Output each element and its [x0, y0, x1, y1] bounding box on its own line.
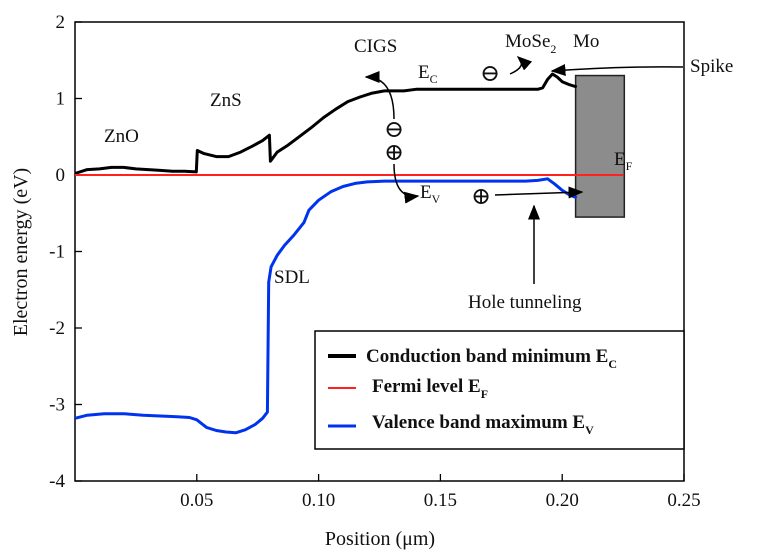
y-tick-label: -2 — [49, 318, 65, 339]
label-ec: EC — [418, 62, 438, 86]
legend-label-conduction: Conduction band minimum EC — [366, 346, 617, 371]
label-sdl: SDL — [274, 267, 310, 288]
label-ec-main: E — [418, 62, 430, 83]
y-tick-label: -1 — [49, 242, 65, 263]
electron-arrow-left — [364, 71, 395, 120]
electron-arrow-mose2 — [509, 55, 533, 75]
legend-label-fermi-sub: F — [481, 387, 488, 401]
x-tick-label: 0.10 — [302, 490, 335, 511]
y-axis-title: Electron energy (eV) — [10, 168, 32, 336]
y-tick-label: 2 — [56, 12, 66, 33]
label-zno: ZnO — [104, 126, 139, 147]
series-line-valence-band — [74, 177, 578, 435]
label-cigs: CIGS — [354, 36, 397, 57]
hole-arrow-right — [393, 163, 420, 204]
electron-symbol-mose2: ⊖ — [480, 61, 500, 87]
label-zns: ZnS — [210, 90, 242, 111]
label-ev-main: E — [420, 182, 432, 203]
y-tick-label: 1 — [56, 89, 66, 110]
mo-contact-rect — [574, 74, 626, 218]
legend-label-valence-main: Valence band maximum E — [372, 412, 585, 433]
label-ef-sub: F — [626, 159, 633, 173]
y-tick-label: 0 — [56, 165, 66, 186]
label-ef-main: E — [614, 149, 626, 170]
label-ev-sub: V — [432, 192, 441, 206]
y-tick-label: -3 — [49, 395, 65, 416]
legend-label-conduction-main: Conduction band minimum E — [366, 346, 608, 367]
label-mose2: MoSe2 — [505, 31, 556, 56]
x-tick-label: 0.25 — [667, 490, 700, 511]
legend-label-fermi: Fermi level EF — [372, 376, 488, 401]
label-ef: EF — [614, 149, 633, 173]
x-tick-label: 0.15 — [424, 490, 457, 511]
hole-tunneling-arrow — [494, 186, 584, 199]
label-ec-sub: C — [430, 72, 438, 86]
legend-box — [314, 330, 685, 450]
series-line-conduction-band — [74, 72, 578, 175]
hole-symbol-tunneling: ⊕ — [471, 184, 491, 210]
legend: Conduction band minimum EC Fermi level E… — [314, 330, 685, 450]
axis-ticks: 0.05 0.10 0.15 0.20 0.25 2 1 0 -1 -2 -3 -4 — [49, 12, 700, 511]
legend-label-valence-sub: V — [585, 423, 594, 437]
x-axis-title: Position (μm) — [325, 528, 435, 550]
electron-symbol-cigs: ⊖ — [384, 117, 404, 143]
label-mo: Mo — [573, 31, 599, 52]
label-ev: EV — [420, 182, 441, 206]
legend-label-valence: Valence band maximum EV — [372, 412, 594, 437]
legend-label-fermi-main: Fermi level E — [372, 376, 481, 397]
label-mose2-sub: 2 — [550, 42, 556, 56]
hole-symbol-cigs: ⊕ — [384, 140, 404, 166]
spike-arrow — [550, 64, 684, 76]
series-lines — [74, 72, 624, 435]
x-tick-label: 0.05 — [180, 490, 213, 511]
label-hole-tunneling: Hole tunneling — [468, 292, 582, 313]
legend-label-conduction-sub: C — [608, 357, 617, 371]
x-tick-label: 0.20 — [546, 490, 579, 511]
y-tick-label: -4 — [49, 471, 65, 492]
mo-contact-block — [574, 74, 626, 218]
label-mose2-main: MoSe — [505, 31, 550, 52]
label-spike: Spike — [690, 56, 733, 77]
